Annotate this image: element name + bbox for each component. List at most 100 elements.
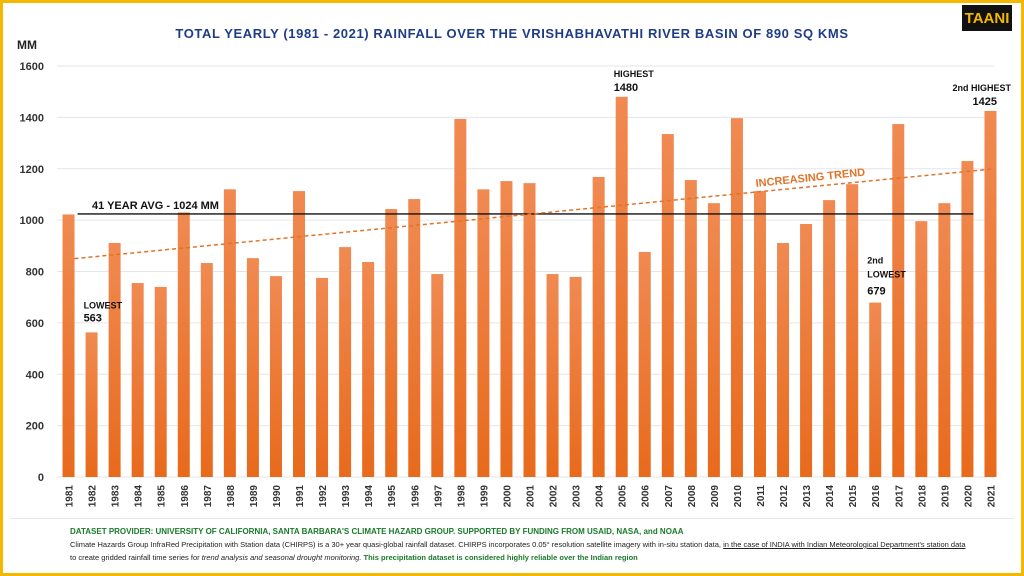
bar-1996 [408,199,421,477]
bar-2000 [500,181,513,477]
bar-1994 [362,261,375,477]
dataset-description: Climate Hazards Group InfraRed Precipita… [70,538,970,564]
bar-2006 [638,251,651,477]
x-tick-label: 2010 [733,485,744,508]
desc-italic: trend analysis and seasonal drought moni… [201,553,362,562]
chart-title: TOTAL YEARLY (1981 - 2021) RAINFALL OVER… [175,26,849,41]
bar-2011 [753,191,766,477]
desc-text-1: Climate Hazards Group InfraRed Precipita… [70,540,724,549]
x-tick-label: 1987 [203,485,214,508]
x-tick-label: 2014 [825,485,836,508]
bar-1987 [200,263,213,477]
y-axis-label: MM [17,38,37,52]
annotation-label: LOWEST [867,270,906,280]
x-tick-label: 2019 [940,485,951,508]
x-tick-label: 1999 [479,485,490,508]
desc-text-2: to create gridded rainfall time series f… [70,553,202,562]
footer-divider [10,518,1014,519]
bar-2021 [984,110,997,477]
bar-2020 [961,161,974,477]
bar-1988 [223,189,236,478]
taani-logo: TAANI [962,5,1012,31]
x-tick-label: 2009 [710,485,721,508]
bar-2004 [592,176,605,477]
bar-2007 [661,134,674,477]
x-tick-label: 1989 [249,485,260,508]
x-tick-label: 2018 [917,485,928,508]
annotation-label: LOWEST [84,300,123,310]
x-tick-label: 1994 [364,485,375,508]
y-tick-label: 200 [26,421,44,433]
x-tick-label: 2016 [871,485,882,508]
x-tick-label: 2003 [572,485,583,508]
x-tick-label: 2001 [526,485,537,508]
x-tick-label: 1986 [180,485,191,508]
x-tick-label: 1982 [88,485,99,508]
y-tick-label: 1400 [20,112,44,124]
bar-1999 [477,189,490,478]
x-tick-label: 1990 [272,485,283,508]
bar-1995 [385,209,398,477]
x-tick-label: 2008 [687,485,698,508]
bar-1982 [85,332,98,477]
average-label: 41 YEAR AVG - 1024 MM [92,200,219,212]
y-tick-label: 400 [26,369,44,381]
bar-2017 [892,124,905,478]
desc-green: This precipitation dataset is considered… [361,553,638,562]
x-tick-label: 2011 [756,485,767,507]
desc-underlined: in the case of INDIA with Indian Meteoro… [723,540,966,549]
x-tick-label: 2015 [848,485,859,508]
bar-2003 [569,276,582,477]
bar-2013 [800,223,813,477]
x-tick-label: 1984 [134,485,145,508]
bar-2015 [846,184,859,477]
x-tick-label: 1996 [410,485,421,508]
bar-2008 [684,180,697,478]
bar-1997 [431,274,444,477]
bar-2005 [615,96,628,477]
bar-1991 [293,191,306,477]
x-tick-label: 2006 [641,485,652,508]
annotation-value: 1480 [614,82,638,94]
x-tick-label: 1993 [341,485,352,508]
annotation-value: 563 [84,312,102,324]
x-tick-label: 2020 [963,485,974,508]
annotation-label: 2nd HIGHEST [952,83,1011,93]
y-tick-label: 1000 [20,215,44,227]
x-tick-label: 1992 [318,485,329,508]
x-tick-label: 1997 [433,485,444,508]
x-tick-label: 2013 [802,485,813,508]
x-tick-label: 2000 [502,485,513,508]
bar-2016 [869,302,882,477]
bar-2010 [730,118,743,477]
x-tick-label: 1998 [456,485,467,508]
trend-line [74,168,995,260]
bar-1998 [454,118,467,477]
x-tick-label: 2004 [595,485,606,508]
x-tick-label: 2017 [894,485,905,508]
bar-1984 [131,283,144,477]
bar-1985 [154,286,167,477]
annotation-label: 2nd [867,256,883,266]
annotation-label: HIGHEST [614,69,655,79]
y-tick-label: 800 [26,267,44,279]
bar-2012 [777,242,790,477]
bar-2018 [915,221,928,477]
annotation-value: 679 [867,286,885,298]
y-tick-label: 1200 [20,164,44,176]
x-tick-label: 1995 [387,485,398,508]
bar-2009 [707,203,720,477]
bar-1992 [316,277,329,477]
bar-2019 [938,203,951,477]
x-tick-label: 2012 [779,485,790,508]
y-tick-label: 0 [38,472,44,484]
bar-2014 [823,200,836,477]
x-tick-label: 1981 [65,485,76,508]
x-tick-label: 2007 [664,485,675,508]
y-tick-label: 1600 [20,61,44,73]
x-tick-label: 2021 [986,485,997,508]
bar-1993 [339,247,352,477]
bar-1981 [62,214,75,477]
bar-2002 [546,274,559,477]
